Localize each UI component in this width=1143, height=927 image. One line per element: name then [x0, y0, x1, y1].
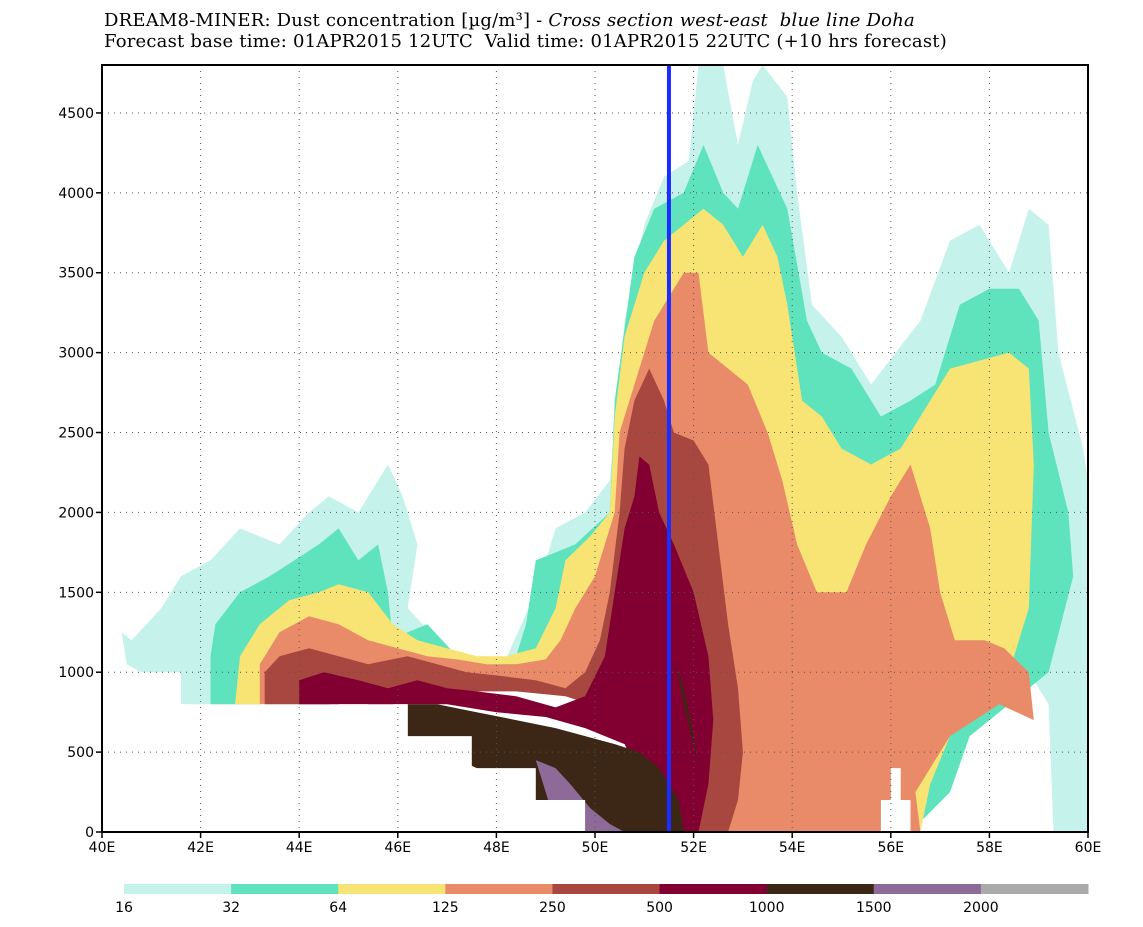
- x-tick-label-44E: 44E: [286, 840, 313, 856]
- contour-level-250-region-4: [264, 368, 743, 832]
- colorbar-label-125: 125: [432, 900, 459, 916]
- x-tick-label-56E: 56E: [877, 840, 904, 856]
- colorbar-swatch-250: [552, 884, 661, 894]
- x-tick-label-54E: 54E: [779, 840, 806, 856]
- x-tick-label-52E: 52E: [680, 840, 707, 856]
- x-tick-label-60E: 60E: [1075, 840, 1102, 856]
- colorbar-swatch-2000: [980, 884, 1089, 894]
- y-tick-label-4500: 4500: [58, 106, 94, 122]
- colorbar-swatch-32: [231, 884, 339, 894]
- contour-level-1000-region-7: [676, 664, 699, 769]
- dust-contours: [102, 65, 1088, 832]
- x-tick-label-50E: 50E: [582, 840, 609, 856]
- colorbar-swatch-1500: [873, 884, 982, 894]
- colorbar-label-32: 32: [222, 900, 240, 916]
- y-tick-label-1000: 1000: [58, 665, 94, 681]
- y-tick-label-0: 0: [85, 825, 94, 841]
- chart-title: DREAM8-MINER: Dust concentration [µg/m³]…: [104, 10, 915, 31]
- colorbar-label-64: 64: [329, 900, 347, 916]
- colorbar-label-500: 500: [646, 900, 673, 916]
- y-tick-label-500: 500: [67, 745, 94, 761]
- colorbar-label-1500: 1500: [856, 900, 892, 916]
- title-italic: Cross section west-east blue line Doha: [548, 10, 915, 31]
- colorbar-swatch-500: [659, 884, 768, 894]
- colorbar-swatch-64: [338, 884, 446, 894]
- terrain-mask-0: [102, 704, 586, 832]
- colorbar-swatch-16: [124, 884, 232, 894]
- y-tick-label-2000: 2000: [58, 505, 94, 521]
- x-tick-label-48E: 48E: [483, 840, 510, 856]
- x-tick-label-42E: 42E: [187, 840, 214, 856]
- colorbar-label-250: 250: [539, 900, 566, 916]
- y-tick-label-3500: 3500: [58, 266, 94, 282]
- colorbar-label-16: 16: [115, 900, 133, 916]
- y-tick-label-1500: 1500: [58, 585, 94, 601]
- title-prefix: DREAM8-MINER: Dust concentration [µg/m³]…: [104, 10, 549, 31]
- chart-subtitle: Forecast base time: 01APR2015 12UTC Vali…: [104, 31, 947, 52]
- colorbar-swatch-1000: [766, 884, 875, 894]
- y-tick-label-3000: 3000: [58, 346, 94, 362]
- colorbar-swatch-125: [445, 884, 553, 894]
- x-tick-label-46E: 46E: [384, 840, 411, 856]
- x-tick-label-40E: 40E: [89, 840, 116, 856]
- terrain-mask-1: [880, 768, 911, 832]
- contour-level-1500-region-8: [535, 760, 625, 832]
- y-tick-label-2500: 2500: [58, 426, 94, 442]
- colorbar-label-2000: 2000: [963, 900, 999, 916]
- colorbar-label-1000: 1000: [749, 900, 785, 916]
- y-tick-label-4000: 4000: [58, 186, 94, 202]
- x-tick-label-58E: 58E: [976, 840, 1003, 856]
